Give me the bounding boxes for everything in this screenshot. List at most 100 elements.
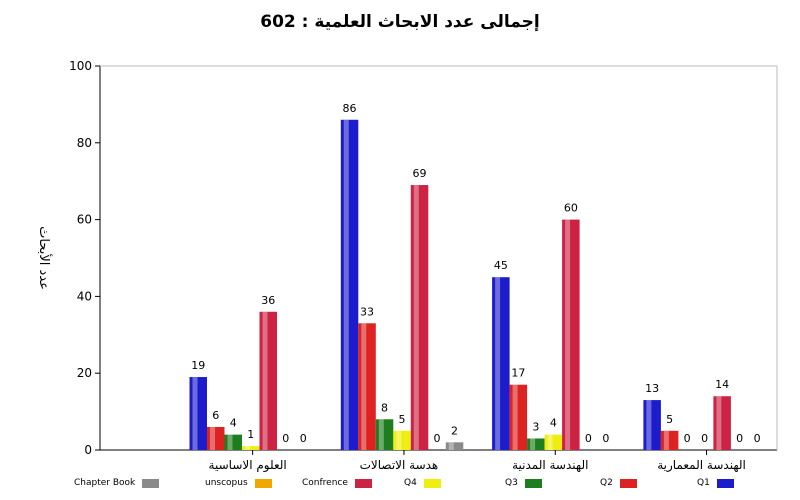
data-label: 33: [360, 305, 374, 318]
bar-q1: [492, 277, 510, 450]
bar-highlight: [262, 311, 268, 450]
data-label: 2: [451, 424, 458, 437]
data-label: 8: [381, 401, 388, 414]
x-tick-label: هدسة الاتصالات: [360, 458, 439, 472]
y-tick-label: 100: [69, 59, 92, 73]
data-label: 0: [602, 432, 609, 445]
legend-swatch: [619, 478, 637, 488]
x-tick-label: العلوم الاساسية: [209, 458, 287, 473]
bar-confrence: [713, 396, 731, 450]
legend-label: Confrence: [302, 478, 348, 488]
legend-swatch: [142, 478, 160, 488]
legend-swatch: [716, 478, 734, 488]
y-tick-label: 40: [77, 289, 92, 303]
bar-q4: [544, 434, 563, 450]
bar-highlight: [396, 430, 402, 450]
legend-swatch: [354, 478, 372, 488]
y-tick-label: 0: [84, 443, 92, 457]
legend-item-q1: Q1: [697, 478, 734, 488]
legend-item-chapter-book: Chapter Book: [74, 478, 160, 488]
bar-highlight: [646, 400, 652, 450]
bar-highlight: [512, 384, 518, 450]
legend-item-q3: Q3: [505, 478, 542, 488]
legend-swatch: [524, 478, 542, 488]
data-label: 4: [230, 417, 237, 430]
bar-q4: [393, 430, 411, 450]
bar-q1: [643, 400, 661, 450]
data-label: 0: [434, 432, 441, 445]
data-label: 36: [261, 294, 275, 307]
bar-highlight: [413, 185, 419, 451]
data-label: 19: [191, 359, 205, 372]
x-tick-label: الهندسة المعمارية: [657, 458, 746, 473]
chart-title-total: 602: [260, 12, 296, 32]
data-label: 0: [736, 432, 743, 445]
bar-q4: [242, 446, 260, 450]
y-axis-label: عدد الأبحاث: [36, 226, 53, 290]
data-label: 86: [343, 102, 357, 115]
bar-highlight: [227, 434, 233, 450]
chart-title-text: إجمالى عدد الابحاث العلمية :: [301, 12, 540, 32]
data-label: 4: [550, 417, 557, 430]
bar-highlight: [716, 396, 722, 450]
bar-q1: [340, 119, 359, 450]
legend-item-confrence: Confrence: [302, 478, 372, 488]
legend-swatch: [254, 478, 272, 488]
bar-q1: [189, 377, 207, 450]
bar-highlight: [495, 277, 501, 450]
bar-chapter-book: [445, 442, 464, 450]
bar-q2: [660, 430, 679, 450]
bar-confrence: [562, 219, 580, 450]
legend-label: unscopus: [205, 478, 248, 488]
data-label: 6: [212, 409, 219, 422]
bar-highlight: [448, 442, 454, 450]
legend-item-q2: Q2: [600, 478, 637, 488]
bar-highlight: [663, 430, 669, 450]
data-label: 69: [413, 167, 427, 180]
chart-legend: Q1 Q2 Q3 Q4 Confrence unscopus Chapter Book: [0, 478, 800, 496]
legend-label: Q1: [697, 478, 710, 488]
bar-confrence: [259, 311, 277, 450]
bar-highlight: [343, 119, 349, 450]
bar-highlight: [210, 426, 215, 450]
bar-highlight: [192, 377, 198, 450]
data-label: 0: [300, 432, 307, 445]
legend-label: Q2: [600, 478, 613, 488]
data-label: 14: [715, 378, 729, 391]
bar-q2: [509, 384, 528, 450]
chart-bars: [189, 119, 731, 451]
legend-swatch: [423, 478, 441, 488]
data-label: 45: [494, 259, 508, 272]
bar-highlight: [245, 446, 250, 450]
data-label: 17: [511, 367, 525, 380]
bar-q3: [224, 434, 242, 450]
data-label: 3: [532, 420, 539, 433]
bar-q3: [375, 419, 394, 450]
legend-label: Chapter Book: [74, 478, 136, 488]
legend-label: Q4: [404, 478, 417, 488]
data-label: 13: [645, 382, 659, 395]
chart-title: إجمالى عدد الابحاث العلمية : 602: [0, 12, 800, 32]
legend-item-unscopus: unscopus: [205, 478, 272, 488]
data-label: 1: [247, 428, 254, 441]
data-label: 60: [564, 202, 578, 215]
data-label: 0: [684, 432, 691, 445]
data-label: 0: [701, 432, 708, 445]
legend-label: Q3: [505, 478, 518, 488]
bar-q3: [527, 438, 545, 450]
y-tick-label: 60: [77, 213, 92, 227]
bar-highlight: [565, 219, 571, 450]
y-tick-label: 80: [77, 136, 92, 150]
bar-highlight: [547, 434, 553, 450]
bar-highlight: [361, 323, 367, 450]
legend-item-q4: Q4: [404, 478, 441, 488]
data-label: 0: [585, 432, 592, 445]
data-label: 0: [754, 432, 761, 445]
x-tick-label: الهندسة المدنية: [512, 458, 588, 472]
bar-highlight: [378, 419, 384, 450]
bar-confrence: [410, 185, 429, 451]
bar-highlight: [530, 438, 536, 450]
